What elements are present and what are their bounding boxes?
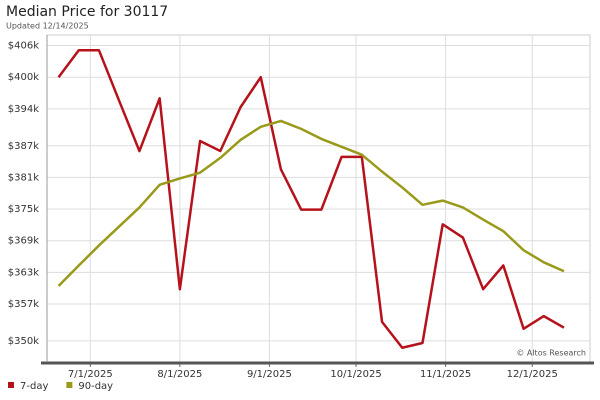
y-tick-label: $363k xyxy=(8,267,39,278)
x-tick-label: 9/1/2025 xyxy=(247,369,292,380)
chart-subtitle: Updated 12/14/2025 xyxy=(6,22,89,31)
legend-swatch xyxy=(8,382,14,388)
legend-swatch xyxy=(66,382,73,388)
y-tick-label: $381k xyxy=(8,172,39,183)
annotation: © Altos Research xyxy=(516,349,586,358)
x-tick-label: 7/1/2025 xyxy=(68,369,113,380)
series-line xyxy=(57,119,565,287)
legend-label: 7-day xyxy=(20,381,48,392)
x-tick-label: 10/1/2025 xyxy=(330,369,381,380)
y-tick-label: $400k xyxy=(8,72,39,83)
x-tick-label: 8/1/2025 xyxy=(157,369,202,380)
legend-label: 90-day xyxy=(78,381,113,392)
y-tick-label: $406k xyxy=(8,41,39,52)
y-tick-label: $375k xyxy=(8,204,39,215)
y-tick-label: $350k xyxy=(8,336,39,347)
series-line xyxy=(57,49,565,350)
y-tick-label: $387k xyxy=(8,141,39,152)
x-tick-label: 11/1/2025 xyxy=(420,369,471,380)
y-tick-label: $357k xyxy=(8,299,39,310)
x-tick-label: 12/1/2025 xyxy=(507,369,558,380)
chart-title: Median Price for 30117 xyxy=(6,4,168,20)
plot-area xyxy=(46,34,591,363)
y-tick-label: $394k xyxy=(8,104,39,115)
y-tick-label: $369k xyxy=(8,236,39,247)
